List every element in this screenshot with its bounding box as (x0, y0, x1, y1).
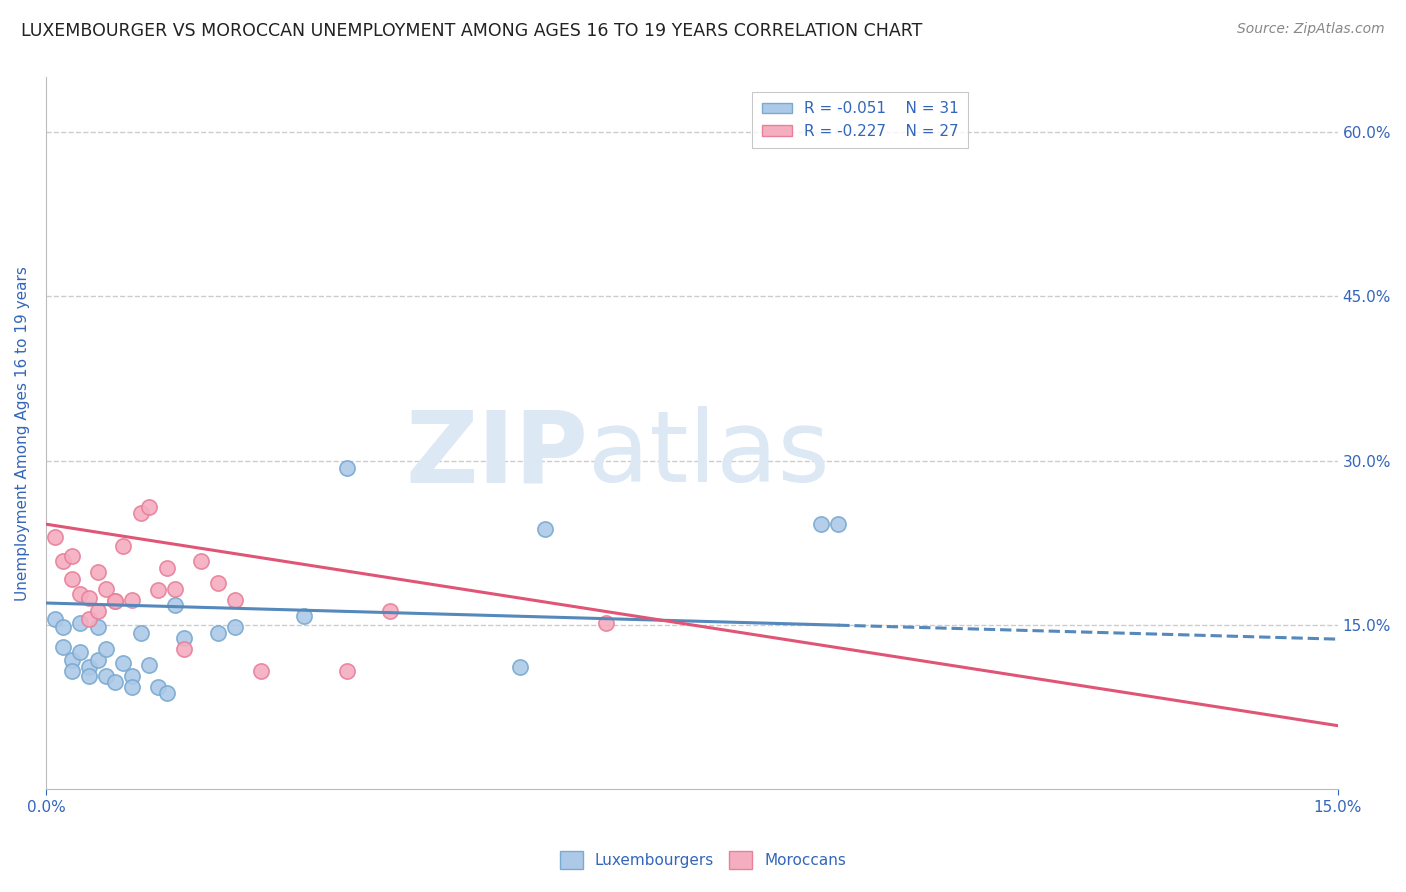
Point (146, 582, 169, 597)
Point (96, 642, 118, 657)
Point (138, 500, 160, 514)
Point (69, 587, 91, 601)
Point (104, 594, 127, 608)
Point (52, 554, 75, 568)
Point (44, 530, 66, 544)
Point (60, 572, 83, 586)
Point (69, 645, 91, 659)
Point (224, 592, 246, 607)
Point (112, 539, 135, 553)
Point (104, 674, 127, 689)
Point (207, 576, 229, 591)
Point (60, 549, 83, 563)
Point (52, 620, 75, 634)
Point (77, 612, 100, 626)
Point (96, 669, 118, 683)
Point (60, 653, 83, 667)
Point (595, 615, 617, 630)
Point (86, 566, 108, 580)
Point (146, 681, 169, 695)
Point (173, 642, 195, 657)
Point (827, 517, 849, 532)
Point (121, 669, 143, 683)
Point (129, 506, 152, 520)
Legend: Luxembourgers, Moroccans: Luxembourgers, Moroccans (554, 845, 852, 875)
Point (138, 658, 160, 673)
Legend: R = -0.051    N = 31, R = -0.227    N = 27: R = -0.051 N = 31, R = -0.227 N = 27 (752, 92, 969, 148)
Point (534, 522, 557, 536)
Text: atlas: atlas (589, 406, 830, 503)
Point (190, 554, 212, 568)
Point (810, 517, 832, 532)
Point (86, 653, 108, 667)
Point (224, 620, 246, 634)
Point (165, 598, 187, 612)
Point (112, 657, 135, 671)
Point (77, 659, 100, 673)
Point (250, 664, 273, 678)
Point (336, 461, 359, 475)
Point (60, 664, 83, 678)
Y-axis label: Unemployment Among Ages 16 to 19 years: Unemployment Among Ages 16 to 19 years (15, 266, 30, 600)
Point (69, 615, 91, 630)
Text: Source: ZipAtlas.com: Source: ZipAtlas.com (1237, 22, 1385, 37)
Point (336, 664, 359, 678)
Point (104, 594, 127, 608)
Point (96, 582, 118, 596)
Point (173, 631, 195, 645)
Point (77, 669, 100, 683)
Point (155, 686, 177, 700)
Point (121, 592, 143, 607)
Text: LUXEMBOURGER VS MOROCCAN UNEMPLOYMENT AMONG AGES 16 TO 19 YEARS CORRELATION CHAR: LUXEMBOURGER VS MOROCCAN UNEMPLOYMENT AM… (21, 22, 922, 40)
Point (509, 659, 531, 673)
Text: ZIP: ZIP (405, 406, 589, 503)
Point (44, 612, 66, 626)
Point (292, 609, 315, 624)
Point (165, 582, 187, 596)
Point (121, 681, 143, 695)
Point (77, 591, 100, 605)
Point (155, 561, 177, 575)
Point (86, 604, 108, 618)
Point (207, 625, 229, 640)
Point (52, 640, 75, 654)
Point (86, 620, 108, 634)
Point (380, 604, 402, 618)
Point (129, 625, 152, 640)
